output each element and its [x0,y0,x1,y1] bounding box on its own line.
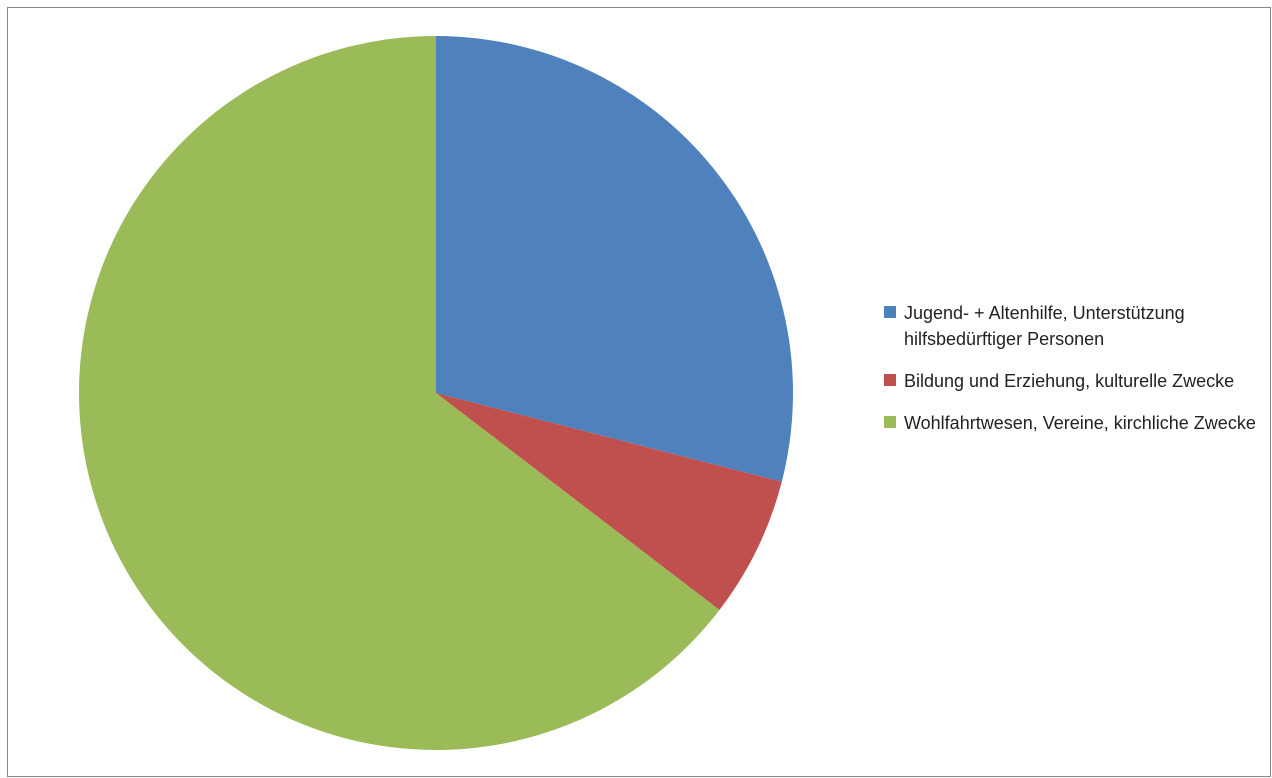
pie-slice-2 [79,36,720,750]
legend-swatch-0 [884,306,896,318]
legend-label-0: Jugend- + Altenhilfe, Unterstützung hilf… [904,303,1185,349]
legend-label-1: Bildung und Erziehung, kulturelle Zwecke [904,371,1235,391]
legend-label-2: Wohlfahrtwesen, Vereine, kirchliche Zwec… [904,413,1256,433]
pie-chart [79,36,794,750]
legend-swatch-2 [884,416,896,428]
legend-item-1: Bildung und Erziehung, kulturelle Zwecke [884,368,1264,394]
legend-swatch-1 [884,374,896,386]
legend-item-0: Jugend- + Altenhilfe, Unterstützung hilf… [884,300,1264,352]
legend-item-2: Wohlfahrtwesen, Vereine, kirchliche Zwec… [884,410,1264,436]
legend: Jugend- + Altenhilfe, Unterstützung hilf… [884,300,1264,452]
chart-area: Jugend- + Altenhilfe, Unterstützung hilf… [7,7,1271,777]
pie-slice-0 [436,36,794,482]
pie-slice-1 [436,393,782,611]
